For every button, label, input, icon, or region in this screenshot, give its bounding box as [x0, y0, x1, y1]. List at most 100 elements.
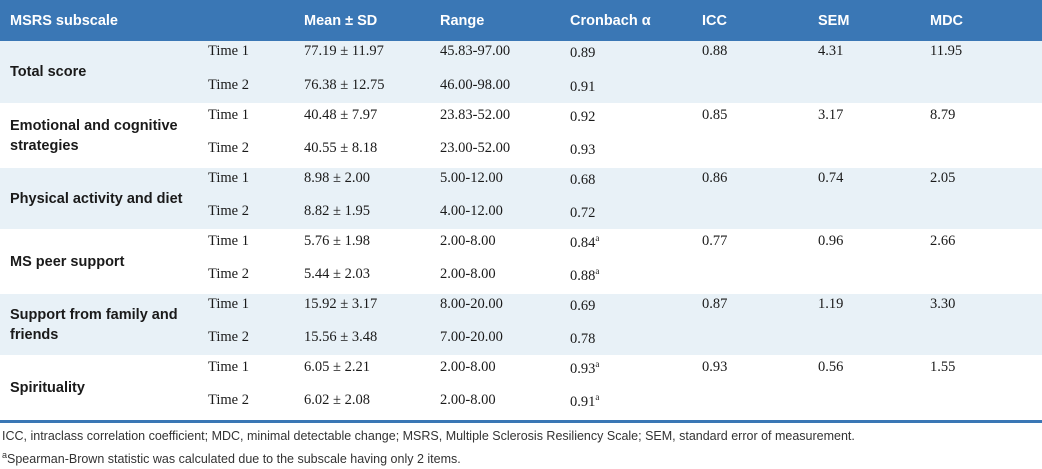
- range-cell: 8.00-20.00: [440, 292, 570, 325]
- icc-cell: [702, 325, 818, 356]
- alpha-cell: 0.72: [570, 199, 702, 230]
- alpha-cell: 0.89: [570, 41, 702, 73]
- mean-sd-cell: 15.92 ± 3.17: [304, 292, 440, 325]
- mean-sd-cell: 6.05 ± 2.21: [304, 355, 440, 388]
- header-icc: ICC: [702, 12, 727, 29]
- mean-sd-cell: 77.19 ± 11.97: [304, 43, 384, 59]
- mean-sd-cell: 8.82 ± 1.95: [304, 203, 370, 219]
- alpha-value: 0.91: [570, 78, 596, 95]
- table-row: Emotional and cognitive strategies Time 1…: [0, 103, 1042, 167]
- range-cell: 4.00-12.00: [440, 203, 503, 219]
- table-row: MS peer support Time 1 5.76 ± 1.98 2.00-8.0…: [0, 229, 1042, 293]
- alpha-value: 0.68: [570, 171, 596, 188]
- footnote-a: aSpearman-Brown statistic was calculated…: [2, 446, 855, 469]
- mean-sd-cell: 40.48 ± 7.97: [304, 103, 440, 136]
- mdc-cell: [930, 199, 1042, 230]
- header-range: Range: [440, 12, 485, 29]
- subscale-label: Emotional and cognitive strategies: [0, 103, 208, 167]
- mean-sd-cell: 5.76 ± 1.98: [304, 229, 440, 262]
- range-cell: 2.00-8.00: [440, 392, 496, 408]
- header-mdc: MDC: [930, 12, 964, 29]
- mean-sd-cell: 76.38 ± 12.75: [304, 77, 385, 93]
- table-row: Time 2 5.44 ± 2.03 2.00-8.00 0.88a: [0, 262, 1042, 293]
- footnote-a-text: Spearman-Brown statistic was calculated …: [7, 452, 461, 467]
- alpha-footnote-marker: a: [595, 359, 600, 369]
- icc-cell: 0.87: [702, 292, 818, 325]
- mdc-cell: [930, 136, 1042, 167]
- icc-cell: [702, 199, 818, 230]
- icc-cell: 0.77: [702, 229, 818, 262]
- header-subscale: MSRS subscale: [10, 12, 118, 29]
- time-cell: Time 2: [208, 203, 249, 219]
- alpha-value: 0.72: [570, 204, 596, 221]
- subscale-label: Support from family and friends: [0, 292, 208, 356]
- alpha-cell: 0.78: [570, 325, 702, 356]
- header-sem: SEM: [818, 12, 850, 29]
- alpha-cell: 0.68: [570, 166, 702, 199]
- sem-cell: 0.96: [818, 229, 930, 262]
- range-cell: 45.83-97.00: [440, 43, 511, 59]
- table-row: Time 2 40.55 ± 8.18 23.00-52.00 0.93: [0, 136, 1042, 167]
- table-body: Total score Time 1 77.19 ± 11.97 45.83-97.0…: [0, 41, 1042, 419]
- subscale-label: Total score: [10, 64, 87, 80]
- mean-sd-cell: 8.98 ± 2.00: [304, 166, 440, 199]
- alpha-value: 0.92: [570, 108, 596, 125]
- time-cell: Time 2: [208, 77, 249, 93]
- sem-cell: [818, 73, 930, 104]
- mdc-cell: 2.05: [930, 166, 1042, 199]
- footnote-abbreviations: ICC, intraclass correlation coefficient;…: [2, 429, 855, 443]
- alpha-value: 0.89: [570, 44, 596, 61]
- alpha-value: 0.91: [570, 393, 596, 410]
- icc-cell: [702, 136, 818, 167]
- icc-cell: [702, 73, 818, 104]
- alpha-value: 0.78: [570, 330, 596, 347]
- mdc-cell: [930, 262, 1042, 293]
- time-cell: Time 1: [208, 103, 304, 136]
- range-cell: 23.83-52.00: [440, 103, 570, 136]
- icc-cell: 0.85: [702, 103, 818, 136]
- time-cell: Time 2: [208, 266, 249, 282]
- bottom-rule: [0, 420, 1042, 423]
- alpha-footnote-marker: a: [595, 392, 600, 402]
- sem-cell: 0.56: [818, 355, 930, 388]
- mdc-cell: 3.30: [930, 292, 1042, 325]
- alpha-cell: 0.92: [570, 103, 702, 136]
- header-mean-sd: Mean ± SD: [304, 12, 378, 29]
- header-row: MSRS subscale Mean ± SD Range Cronbach α…: [0, 0, 1042, 41]
- alpha-cell: 0.69: [570, 292, 702, 325]
- alpha-value: 0.93: [570, 141, 596, 158]
- alpha-value: 0.88: [570, 267, 596, 284]
- time-cell: Time 1: [208, 229, 304, 262]
- footnote-a-marker: a: [2, 450, 8, 460]
- table-row: Total score Time 1 77.19 ± 11.97 45.83-97.0…: [0, 41, 1042, 80]
- sem-cell: 0.74: [818, 166, 930, 199]
- mdc-cell: 2.66: [930, 229, 1042, 262]
- mean-sd-cell: 15.56 ± 3.48: [304, 329, 378, 345]
- icc-cell: [702, 388, 818, 419]
- table-row: Spirituality Time 1 6.05 ± 2.21 2.00-8.00 0.…: [0, 355, 1042, 419]
- subscale-label: Spirituality: [0, 355, 208, 419]
- range-cell: 2.00-8.00: [440, 355, 570, 388]
- alpha-cell: 0.91a: [570, 388, 702, 419]
- table-row: Time 2 6.02 ± 2.08 2.00-8.00 0.91a: [0, 388, 1042, 419]
- alpha-cell: 0.88a: [570, 262, 702, 293]
- header-cronbach: Cronbach α: [570, 12, 651, 29]
- mean-sd-cell: 5.44 ± 2.03: [304, 266, 370, 282]
- icc-cell: 0.88: [702, 43, 728, 59]
- sem-cell: [818, 262, 930, 293]
- alpha-cell: 0.93: [570, 136, 702, 167]
- mdc-cell: [930, 388, 1042, 419]
- alpha-cell: 0.93a: [570, 355, 702, 388]
- range-cell: 23.00-52.00: [440, 140, 511, 156]
- alpha-cell: 0.91: [570, 73, 702, 104]
- time-cell: Time 2: [208, 392, 249, 408]
- header-time: [208, 0, 304, 41]
- subscale-label: MS peer support: [0, 229, 208, 293]
- mean-sd-cell: 40.55 ± 8.18: [304, 140, 378, 156]
- subscale-label: Physical activity and diet: [0, 166, 208, 230]
- alpha-value: 0.69: [570, 297, 596, 314]
- sem-cell: [818, 199, 930, 230]
- alpha-value: 0.93: [570, 360, 596, 377]
- time-cell: Time 1: [208, 166, 304, 199]
- range-cell: 7.00-20.00: [440, 329, 503, 345]
